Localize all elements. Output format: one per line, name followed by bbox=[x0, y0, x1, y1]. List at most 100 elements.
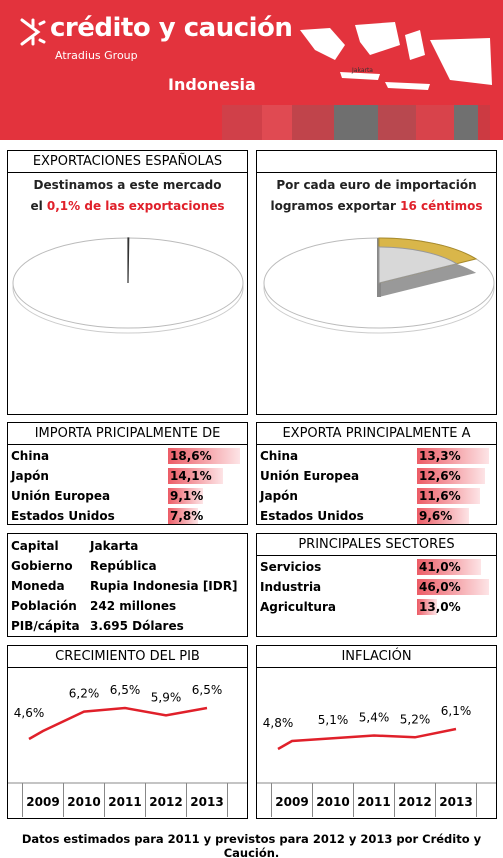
row-name: Estados Unidos bbox=[260, 509, 364, 523]
data-label: 4,8% bbox=[263, 716, 294, 730]
data-label: 5,1% bbox=[318, 713, 349, 727]
panel: CRECIMIENTO DEL PIB 2009 2010 2011 2012 2013 4… bbox=[7, 645, 248, 819]
x-tick-label: 2009 bbox=[275, 795, 308, 809]
brand: crédito y caución bbox=[50, 13, 293, 43]
header-block bbox=[478, 105, 490, 140]
logo-icon bbox=[20, 18, 46, 46]
text-line: Por cada euro de importación bbox=[276, 178, 477, 192]
x-tick-label: 2012 bbox=[149, 795, 182, 809]
data-label: 5,2% bbox=[400, 712, 431, 726]
row-name: China bbox=[11, 449, 50, 463]
panel: EXPORTACIONES ESPAÑOLAS Destinamos a este… bbox=[7, 150, 248, 415]
panel-title: PRINCIPALES SECTORES bbox=[257, 534, 496, 556]
header-graphics: Jakarta bbox=[20, 18, 492, 140]
data-bar bbox=[417, 579, 489, 595]
header-block bbox=[292, 105, 334, 140]
row-value: 41,0% bbox=[419, 560, 461, 574]
map-island bbox=[300, 28, 345, 60]
panel-title: CRECIMIENTO DEL PIB bbox=[8, 646, 247, 668]
header-block bbox=[378, 105, 416, 140]
data-label: 6,2% bbox=[69, 687, 100, 701]
row-value: 14,1% bbox=[170, 469, 212, 483]
row-value: 46,0% bbox=[419, 580, 461, 594]
data-bar bbox=[417, 508, 469, 524]
profile-key: Capital bbox=[11, 539, 59, 553]
row-name: Unión Europea bbox=[11, 489, 111, 503]
data-bar bbox=[417, 599, 438, 615]
x-tick-label: 2010 bbox=[316, 795, 349, 809]
map-island bbox=[405, 30, 425, 60]
profile-key: Moneda bbox=[11, 579, 65, 593]
row-name: Japón bbox=[11, 469, 49, 483]
profile-value: Rupia Indonesia [IDR] bbox=[90, 579, 238, 593]
group: Atradius Group bbox=[55, 49, 138, 62]
text-line: logramos exportar 16 céntimos bbox=[257, 199, 496, 213]
data-bar bbox=[168, 508, 199, 524]
coin-chart bbox=[263, 237, 495, 334]
map-island bbox=[355, 22, 400, 55]
row-value: 9,6% bbox=[419, 509, 453, 523]
row-name: Agricultura bbox=[260, 600, 336, 614]
panel-title: INFLACIÓN bbox=[257, 646, 496, 668]
map-island bbox=[430, 38, 492, 85]
header-block bbox=[222, 105, 262, 140]
line-chart: 2009 2010 2011 2012 2013 4,8% 5,1% 5,4% 5,2% 6,1% bbox=[257, 704, 496, 817]
row-value: 11,6% bbox=[419, 489, 461, 503]
x-tick-label: 2012 bbox=[398, 795, 431, 809]
header-block bbox=[454, 105, 478, 140]
x-tick-label: 2013 bbox=[439, 795, 472, 809]
panel-title: EXPORTA PRINCIPALMENTE A bbox=[257, 423, 496, 445]
profile-value: Jakarta bbox=[90, 539, 139, 553]
text-lead: logramos exportar bbox=[270, 199, 396, 213]
profile-value: 3.695 Dólares bbox=[90, 619, 184, 633]
data-bar bbox=[168, 468, 223, 484]
header-block bbox=[262, 105, 292, 140]
data-label: 6,5% bbox=[192, 683, 223, 697]
coin bbox=[377, 237, 478, 297]
panel: EXPORTA PRINCIPALMENTE A China 13,3% Unión … bbox=[256, 422, 497, 525]
row-value: 18,6% bbox=[170, 449, 212, 463]
map-island bbox=[385, 82, 430, 90]
coin-silver bbox=[378, 246, 458, 284]
text-highlight: 16 céntimos bbox=[400, 199, 483, 213]
x-tick-label: 2009 bbox=[26, 795, 59, 809]
pie-slice bbox=[127, 237, 130, 284]
panel-title: IMPORTA PRICIPALMENTE DE bbox=[8, 423, 247, 445]
panel: Capital Jakarta Gobierno República Moneda Rup… bbox=[7, 533, 248, 637]
row-name: Industria bbox=[260, 580, 322, 594]
line-chart: 2009 2010 2011 2012 2013 4,6% 6,2% 6,5% 5,9% 6,5% bbox=[8, 683, 247, 817]
data-label: 5,9% bbox=[151, 690, 182, 704]
header-block bbox=[334, 105, 378, 140]
header: Jakarta bbox=[0, 0, 503, 140]
data-bar bbox=[168, 448, 240, 464]
data-bar bbox=[417, 448, 489, 464]
data-line bbox=[28, 706, 208, 741]
data-bar bbox=[168, 488, 204, 504]
data-label: 5,4% bbox=[359, 710, 390, 724]
row-name: Servicios bbox=[260, 560, 322, 574]
row-value: 9,1% bbox=[170, 489, 204, 503]
x-tick-label: 2010 bbox=[67, 795, 100, 809]
row-value: 7,8% bbox=[170, 509, 204, 523]
data-bar bbox=[417, 559, 482, 575]
profile-value: República bbox=[90, 559, 157, 573]
row-name: Unión Europea bbox=[260, 469, 360, 483]
panel-title: EXPORTACIONES ESPAÑOLAS bbox=[8, 151, 247, 173]
data-label: 6,1% bbox=[441, 704, 472, 718]
x-tick-label: 2011 bbox=[108, 795, 141, 809]
panel-title-empty bbox=[257, 151, 496, 173]
row-value: 13,3% bbox=[419, 449, 461, 463]
map-island bbox=[340, 72, 380, 80]
data-bar bbox=[417, 488, 480, 504]
data-bar bbox=[417, 468, 486, 484]
text-highlight: 0,1% de las exportaciones bbox=[46, 199, 225, 213]
row-name: China bbox=[260, 449, 299, 463]
country: Indonesia bbox=[168, 75, 256, 94]
profile-key: PIB/cápita bbox=[11, 619, 80, 633]
profile-key: Gobierno bbox=[11, 559, 73, 573]
text-line: Destinamos a este mercado bbox=[33, 178, 222, 192]
row-value: 12,6% bbox=[419, 469, 461, 483]
text-lead: el bbox=[30, 199, 43, 213]
x-tick-label: 2011 bbox=[357, 795, 390, 809]
data-label: 6,5% bbox=[110, 683, 141, 697]
